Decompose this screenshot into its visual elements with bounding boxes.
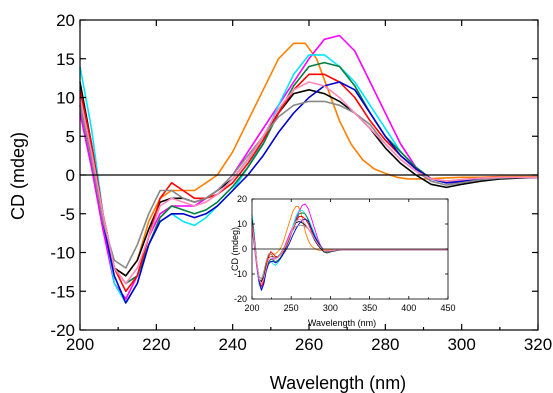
inset-series-line-7 — [251, 218, 448, 291]
inset-y-tick-label: -20 — [234, 294, 247, 304]
main-x-tick-label: 300 — [447, 335, 475, 354]
inset-x-tick-label: 250 — [284, 303, 299, 313]
main-y-tick-label: 20 — [56, 11, 75, 30]
inset-y-tick-label: -10 — [234, 269, 247, 279]
main-y-tick-label: -20 — [50, 321, 75, 340]
main-y-tick-label: 0 — [66, 166, 75, 185]
inset-x-tick-label: 350 — [362, 303, 377, 313]
inset-series-line-9 — [251, 218, 448, 285]
main-y-tick-label: -10 — [50, 244, 75, 263]
inset-series-line-1 — [251, 206, 448, 282]
inset-y-tick-label: 0 — [242, 244, 247, 254]
main-y-tick-label: 15 — [56, 50, 75, 69]
main-x-tick-label: 280 — [371, 335, 399, 354]
main-x-tick-label: 200 — [66, 335, 94, 354]
inset-x-tick-label: 300 — [323, 303, 338, 313]
inset-plot-area: 200 250 300 350 400 450 -20 -10 0 10 20 — [234, 194, 456, 313]
inset-y-tick-label: 20 — [237, 194, 247, 204]
main-x-axis-label: Wavelength (nm) — [270, 373, 406, 393]
inset-x-tick-label: 400 — [401, 303, 416, 313]
inset-x-tick-label: 200 — [244, 303, 259, 313]
main-x-tick-label: 320 — [524, 335, 552, 354]
main-y-tick-label: 10 — [56, 89, 75, 108]
main-y-axis-label: CD (mdeg) — [8, 132, 28, 220]
main-x-tick-label: 260 — [295, 335, 323, 354]
inset-x-axis-label: Wavelength (nm) — [308, 318, 376, 328]
main-x-tick-label: 220 — [142, 335, 170, 354]
inset-x-tick-label: 450 — [440, 303, 455, 313]
main-y-tick-label: -5 — [60, 205, 75, 224]
main-x-tick-label: 240 — [218, 335, 246, 354]
inset-y-tick-label: 10 — [237, 219, 247, 229]
main-y-tick-label: 5 — [66, 127, 75, 146]
inset-y-axis-label: CD (mdeg) — [230, 227, 240, 271]
main-series-line-9 — [79, 81, 538, 285]
main-series-line-7 — [79, 81, 538, 304]
inset-series-line-8 — [251, 224, 448, 280]
main-series-line-8 — [79, 100, 538, 269]
main-y-tick-label: -15 — [50, 282, 75, 301]
